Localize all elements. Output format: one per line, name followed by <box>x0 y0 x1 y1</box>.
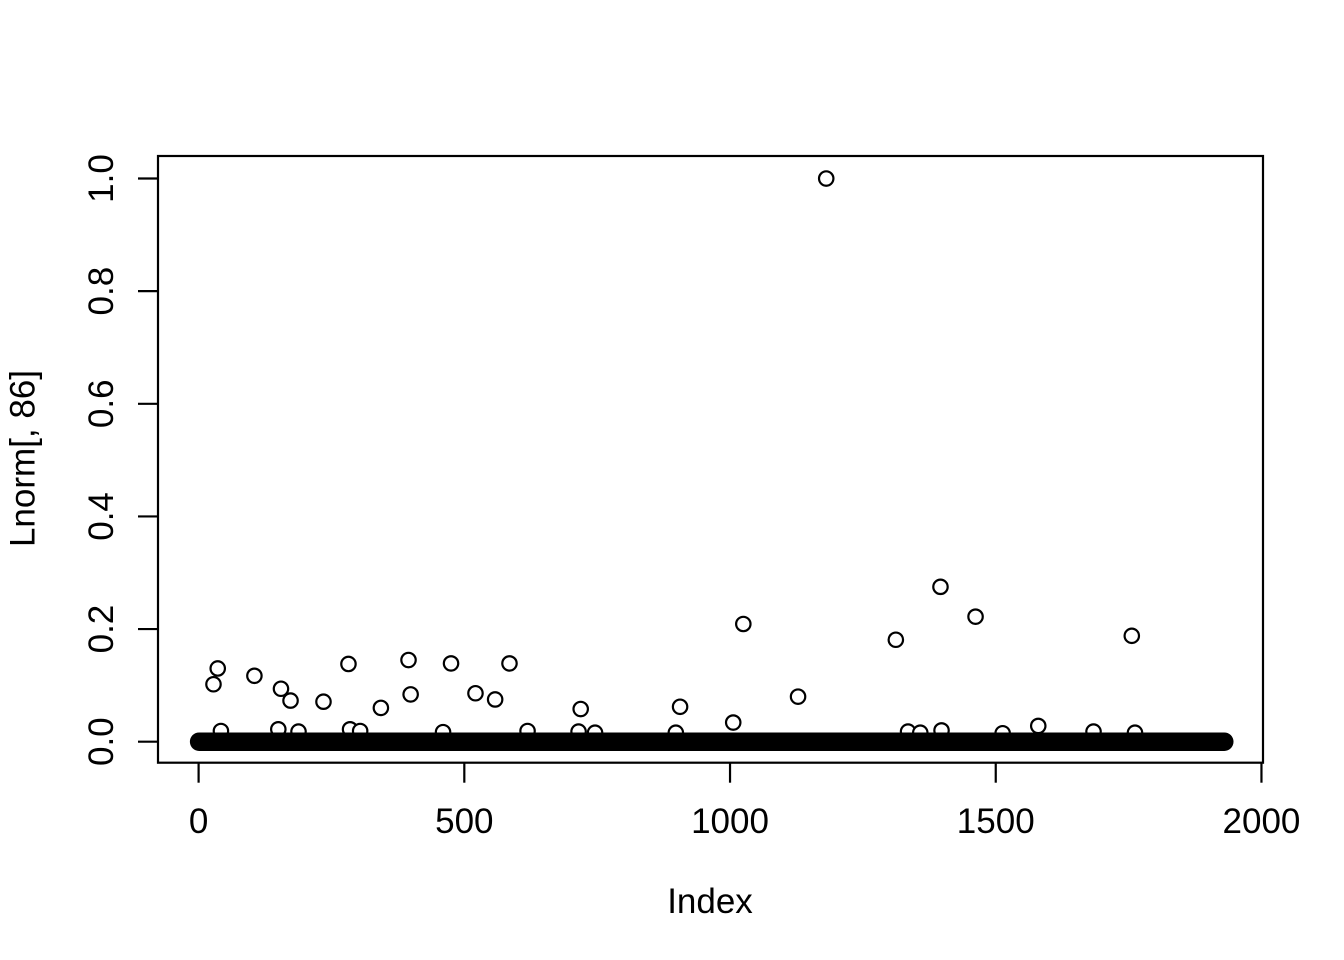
data-point <box>1123 627 1141 645</box>
data-point <box>372 699 390 717</box>
data-point <box>486 691 504 708</box>
x-tick-label: 500 <box>435 802 493 841</box>
data-point <box>735 615 752 633</box>
data-point <box>340 655 357 673</box>
y-tick-label: 0.8 <box>82 267 121 316</box>
x-tick-label: 0 <box>189 802 208 841</box>
data-point <box>1029 717 1047 735</box>
data-point <box>400 651 417 669</box>
data-point <box>572 700 589 718</box>
data-point <box>967 608 984 625</box>
data-point <box>272 680 290 698</box>
data-point <box>402 686 419 703</box>
data-point <box>209 660 227 677</box>
data-point <box>817 170 835 187</box>
plot-border <box>156 154 1265 764</box>
x-tick-label: 1500 <box>957 802 1035 841</box>
data-point <box>205 675 222 693</box>
data-point <box>315 693 332 711</box>
y-tick-label: 1.0 <box>82 154 121 203</box>
data-point <box>789 688 807 705</box>
y-tick-label: 0.6 <box>82 379 121 428</box>
data-point <box>887 631 905 649</box>
data-point <box>282 692 299 709</box>
data-point <box>442 655 460 672</box>
x-tick-label: 2000 <box>1223 802 1301 841</box>
data-point <box>932 578 949 596</box>
data-point <box>671 698 689 716</box>
x-tick-label: 1000 <box>691 802 769 841</box>
x-axis-title: Index <box>667 882 753 921</box>
data-point <box>724 714 742 731</box>
data-point <box>467 684 484 702</box>
y-tick-label: 0.0 <box>82 717 121 766</box>
data-point <box>246 667 263 685</box>
y-tick-label: 0.2 <box>82 605 121 654</box>
y-axis-title: Lnorm[, 86] <box>3 369 43 548</box>
y-tick-label: 0.4 <box>82 492 121 541</box>
data-point <box>501 655 518 672</box>
